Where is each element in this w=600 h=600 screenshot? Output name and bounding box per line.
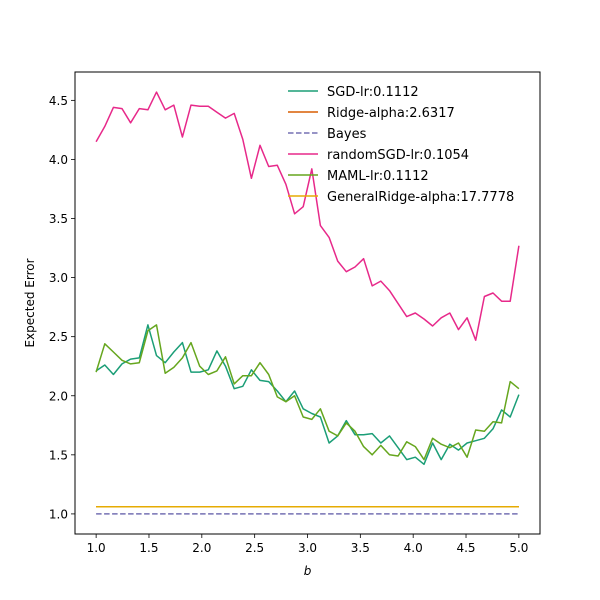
x-tick-label: 2.0: [192, 541, 211, 555]
y-axis-label: Expected Error: [23, 258, 37, 347]
x-tick-label: 3.5: [351, 541, 370, 555]
x-axis-label: b: [304, 564, 312, 578]
legend-label: SGD-lr:0.1112: [327, 85, 419, 100]
y-tick-label: 4.0: [49, 153, 68, 167]
y-tick-label: 3.5: [49, 212, 68, 226]
series-line-3: [95, 91, 520, 341]
y-tick-label: 3.0: [49, 271, 68, 285]
legend-label: randomSGD-lr:0.1054: [327, 148, 469, 163]
x-tick-label: 5.0: [509, 541, 528, 555]
y-tick-label: 2.0: [49, 389, 68, 403]
x-tick-label: 1.0: [87, 541, 106, 555]
legend-label: Bayes: [327, 127, 367, 142]
series-layer: [95, 91, 520, 515]
x-tick-label: 4.5: [456, 541, 475, 555]
series-line-4: [95, 324, 520, 461]
y-tick-label: 1.5: [49, 448, 68, 462]
x-axis: 1.0 1.5 2.0 2.5 3.0 3.5 4.0 4.5 5.0: [87, 534, 528, 555]
y-tick-label: 1.0: [49, 507, 68, 521]
y-tick-label: 2.5: [49, 330, 68, 344]
legend-label: Ridge-alpha:2.6317: [327, 106, 455, 121]
legend-label: GeneralRidge-alpha:17.7778: [327, 190, 514, 205]
x-tick-label: 1.5: [139, 541, 158, 555]
x-tick-label: 3.0: [298, 541, 317, 555]
legend-label: MAML-lr:0.1112: [327, 169, 429, 184]
y-axis: 1.0 1.5 2.0 2.5 3.0 3.5 4.0 4.5: [49, 94, 75, 521]
x-tick-label: 2.5: [245, 541, 264, 555]
y-tick-label: 4.5: [49, 94, 68, 108]
legend: SGD-lr:0.1112 Ridge-alpha:2.6317 Bayes rand…: [288, 85, 514, 205]
x-tick-label: 4.0: [404, 541, 423, 555]
